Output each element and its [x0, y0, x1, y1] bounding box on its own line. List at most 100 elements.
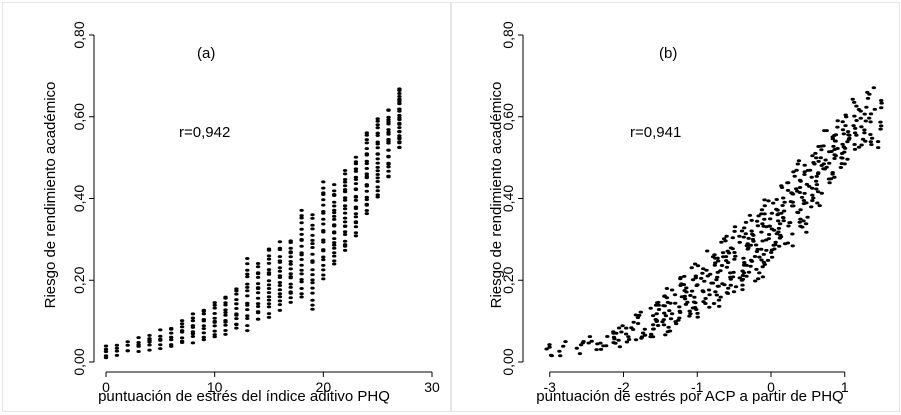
- data-point: [802, 191, 807, 195]
- data-point: [754, 219, 760, 223]
- data-point: [179, 329, 185, 333]
- data-point: [776, 212, 781, 216]
- data-point: [245, 314, 250, 318]
- data-point: [769, 251, 774, 254]
- data-point: [733, 285, 739, 289]
- data-point: [814, 174, 819, 178]
- data-point: [868, 133, 873, 136]
- data-point: [342, 230, 348, 234]
- data-point: [762, 204, 767, 208]
- data-point: [832, 157, 837, 160]
- data-point: [288, 239, 293, 243]
- data-point: [386, 165, 391, 169]
- data-point: [626, 338, 632, 341]
- x-tick-label: 20: [316, 379, 332, 395]
- data-point: [125, 343, 130, 347]
- data-point: [740, 269, 745, 273]
- data-point: [614, 331, 619, 335]
- data-point: [397, 134, 402, 138]
- data-point: [342, 196, 348, 200]
- data-point: [245, 275, 250, 279]
- data-point: [802, 163, 807, 167]
- data-point: [125, 340, 130, 344]
- data-point: [353, 225, 359, 229]
- data-point: [858, 116, 863, 120]
- data-point: [158, 337, 163, 341]
- data-point: [375, 189, 380, 193]
- data-point: [748, 258, 754, 262]
- data-point: [853, 126, 858, 130]
- data-point: [759, 258, 764, 262]
- data-point: [664, 287, 670, 290]
- data-point: [682, 294, 687, 298]
- data-point: [277, 269, 283, 273]
- data-point: [201, 312, 206, 316]
- data-point: [136, 341, 141, 344]
- data-point: [792, 174, 797, 178]
- data-point: [342, 248, 348, 252]
- data-point: [212, 316, 217, 320]
- data-point: [841, 132, 846, 136]
- data-point: [386, 161, 391, 165]
- data-point: [672, 293, 678, 297]
- data-point: [753, 243, 759, 247]
- data-point: [795, 162, 800, 166]
- data-point: [862, 128, 867, 132]
- data-point: [677, 309, 682, 313]
- data-point: [353, 175, 359, 179]
- data-point: [342, 224, 348, 228]
- data-point: [321, 238, 326, 242]
- data-point: [794, 187, 799, 191]
- data-point: [310, 246, 315, 249]
- data-point: [310, 303, 315, 307]
- data-point: [843, 124, 848, 128]
- data-point: [682, 297, 688, 301]
- data-point: [804, 201, 809, 205]
- data-point: [761, 252, 766, 256]
- data-point: [865, 96, 871, 100]
- data-point: [266, 302, 272, 306]
- data-point: [796, 159, 802, 163]
- data-point: [245, 324, 250, 328]
- data-point: [786, 181, 791, 185]
- data-point: [114, 349, 120, 353]
- data-point: [255, 305, 261, 308]
- data-point: [635, 322, 641, 325]
- data-point: [757, 271, 762, 275]
- data-point: [299, 263, 304, 267]
- data-point: [136, 343, 141, 347]
- data-point: [719, 240, 724, 244]
- data-point: [557, 349, 562, 353]
- data-point: [815, 190, 821, 194]
- x-axis-title-b: puntuación de estrés por ACP a partir de…: [536, 388, 843, 405]
- data-point: [790, 244, 795, 248]
- data-point: [688, 294, 693, 297]
- data-point: [299, 238, 304, 241]
- data-point: [103, 354, 109, 358]
- data-point: [624, 326, 629, 330]
- data-point: [677, 305, 682, 309]
- data-point: [353, 187, 359, 191]
- data-point: [741, 256, 746, 260]
- data-point: [234, 287, 239, 291]
- data-point: [695, 315, 700, 319]
- data-point: [739, 229, 745, 233]
- data-point: [190, 335, 196, 338]
- data-point: [854, 104, 859, 108]
- data-point: [190, 312, 196, 316]
- data-point: [353, 234, 359, 238]
- data-point: [768, 217, 773, 221]
- data-point: [665, 300, 671, 304]
- data-point: [353, 178, 359, 181]
- data-point: [310, 216, 315, 220]
- data-point: [832, 153, 837, 157]
- y-tick-label: 0,00: [71, 348, 87, 375]
- data-point: [353, 220, 359, 224]
- data-point: [266, 305, 272, 309]
- data-point: [633, 338, 639, 342]
- data-point: [817, 204, 822, 208]
- data-point: [868, 140, 873, 144]
- data-point: [750, 237, 756, 241]
- data-point: [624, 340, 630, 344]
- data-point: [688, 312, 693, 316]
